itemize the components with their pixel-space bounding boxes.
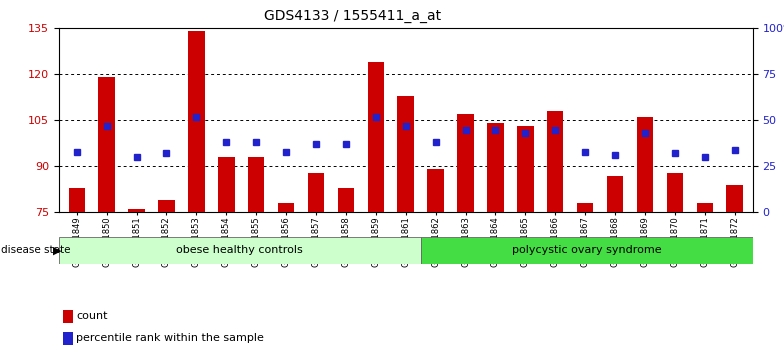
Text: count: count [76,312,108,321]
Bar [421,237,753,264]
Bar [368,62,384,212]
Bar [218,157,234,212]
Bar [487,124,503,212]
Bar [129,209,145,212]
Bar [727,185,743,212]
Bar [457,114,474,212]
Bar [308,172,325,212]
Bar [68,188,85,212]
Bar [696,203,713,212]
Bar [338,188,354,212]
Bar [427,170,444,212]
Bar [666,172,683,212]
Text: obese healthy controls: obese healthy controls [176,245,303,256]
Bar [397,96,414,212]
Bar [99,78,115,212]
Bar [547,111,564,212]
Text: GDS4133 / 1555411_a_at: GDS4133 / 1555411_a_at [264,9,441,23]
Bar [278,203,294,212]
Bar [63,310,72,323]
Bar [63,332,72,345]
Text: ▶: ▶ [53,245,62,255]
Bar [607,176,623,212]
Bar [158,200,175,212]
Bar [577,203,593,212]
Bar [517,126,534,212]
Text: disease state: disease state [1,245,71,255]
Bar [637,117,653,212]
Bar [188,32,205,212]
Bar [248,157,264,212]
Bar [59,237,421,264]
Text: percentile rank within the sample: percentile rank within the sample [76,333,264,343]
Text: polycystic ovary syndrome: polycystic ovary syndrome [512,245,662,256]
